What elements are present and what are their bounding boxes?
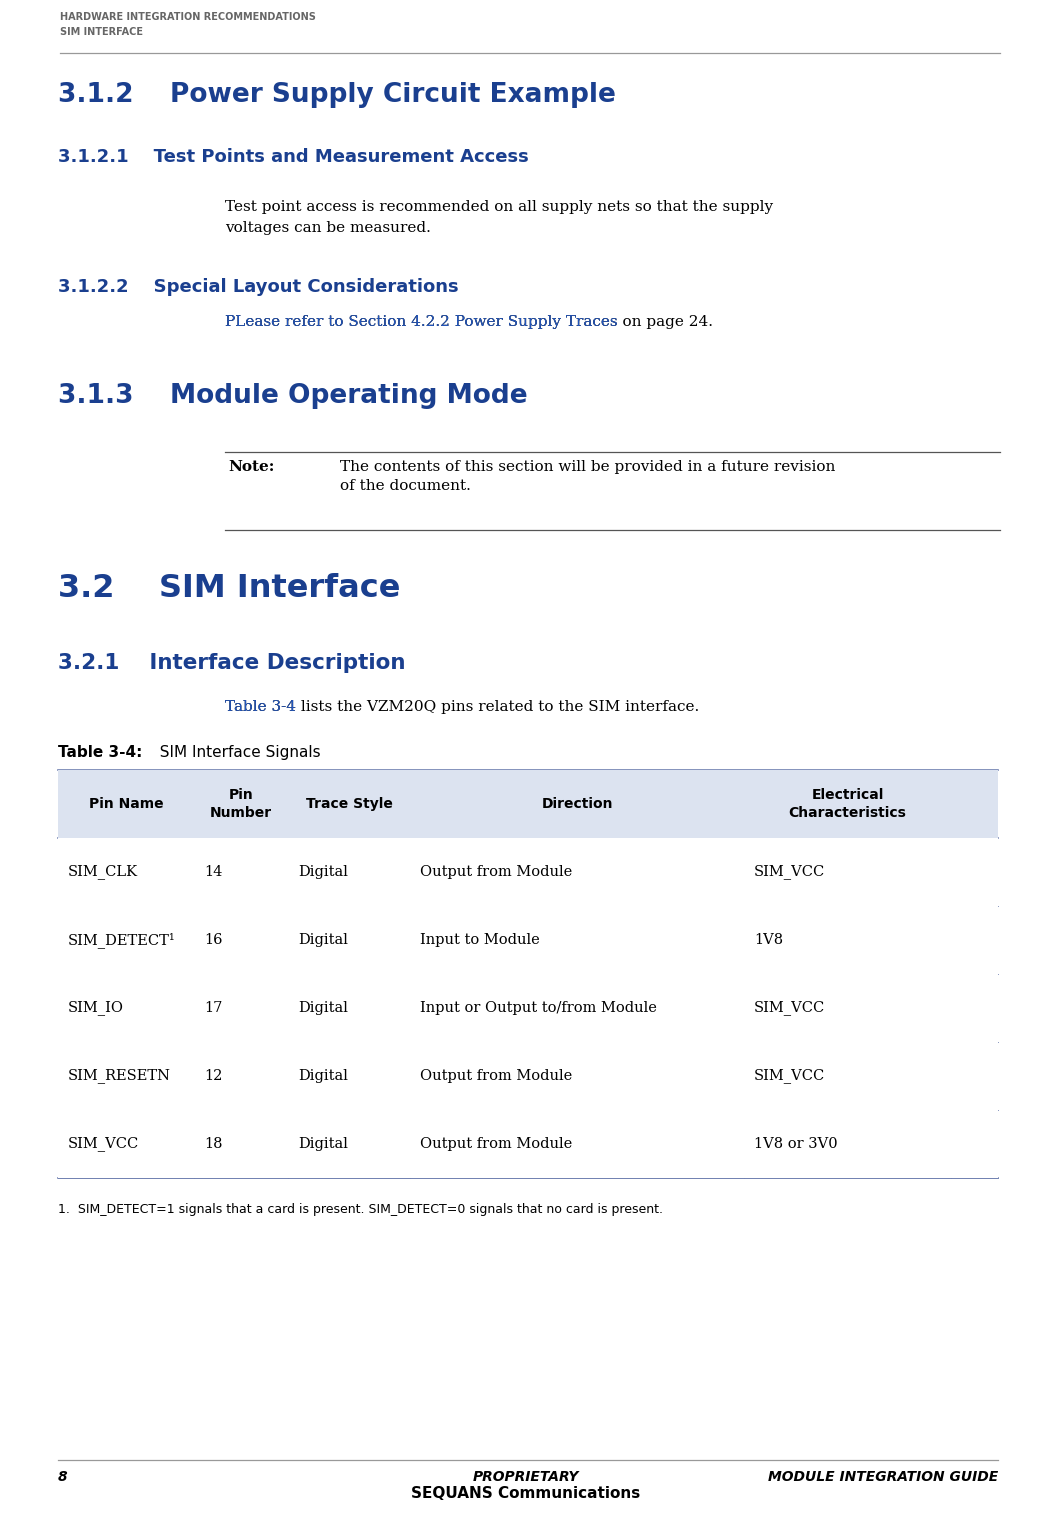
Text: 3.1.2    Power Supply Circuit Example: 3.1.2 Power Supply Circuit Example: [58, 82, 615, 108]
Text: SEQUANS Communications: SEQUANS Communications: [411, 1486, 641, 1501]
Text: PROPRIETARY: PROPRIETARY: [472, 1471, 580, 1484]
Text: 17: 17: [204, 1001, 223, 1015]
Text: Table 3-4 lists the VZM20Q pins related to the SIM interface.: Table 3-4 lists the VZM20Q pins related …: [225, 700, 700, 715]
Text: Electrical
Characteristics: Electrical Characteristics: [789, 788, 907, 820]
Text: SIM_VCC: SIM_VCC: [754, 1068, 826, 1084]
Text: 3.1.3    Module Operating Mode: 3.1.3 Module Operating Mode: [58, 383, 528, 408]
Text: Output from Module: Output from Module: [421, 1137, 572, 1151]
Text: SIM_DETECT¹: SIM_DETECT¹: [68, 933, 176, 948]
Text: SIM_VCC: SIM_VCC: [754, 1001, 826, 1015]
Text: Input or Output to/from Module: Input or Output to/from Module: [421, 1001, 658, 1015]
Text: Direction: Direction: [542, 797, 613, 811]
Text: Table 3-4: Table 3-4: [225, 700, 296, 715]
Text: SIM_IO: SIM_IO: [68, 1001, 124, 1015]
Text: SIM Interface Signals: SIM Interface Signals: [150, 745, 321, 760]
Text: PLease refer to Section 4.2.2 Power Supply Traces: PLease refer to Section 4.2.2 Power Supp…: [225, 315, 618, 329]
Text: 1V8: 1V8: [754, 933, 784, 946]
Text: 1V8 or 3V0: 1V8 or 3V0: [754, 1137, 837, 1151]
Text: 1.  SIM_DETECT=1 signals that a card is present. SIM_DETECT=0 signals that no ca: 1. SIM_DETECT=1 signals that a card is p…: [58, 1202, 663, 1216]
Text: Input to Module: Input to Module: [421, 933, 541, 946]
Text: 3.1.2.1    Test Points and Measurement Access: 3.1.2.1 Test Points and Measurement Acce…: [58, 148, 529, 166]
Text: 3.2.1    Interface Description: 3.2.1 Interface Description: [58, 652, 405, 674]
Text: 16: 16: [204, 933, 223, 946]
Text: Note:: Note:: [228, 460, 275, 474]
Text: Pin Name: Pin Name: [88, 797, 163, 811]
Text: SIM_CLK: SIM_CLK: [68, 864, 138, 879]
Text: 3.2    SIM Interface: 3.2 SIM Interface: [58, 573, 401, 604]
Text: HARDWARE INTEGRATION RECOMMENDATIONS: HARDWARE INTEGRATION RECOMMENDATIONS: [60, 12, 316, 21]
Text: SIM_VCC: SIM_VCC: [754, 864, 826, 879]
Text: The contents of this section will be provided in a future revision
of the docume: The contents of this section will be pro…: [340, 460, 835, 494]
Text: PLease refer to Section 4.2.2 Power Supply Traces on page 24.: PLease refer to Section 4.2.2 Power Supp…: [225, 315, 713, 329]
Text: SIM INTERFACE: SIM INTERFACE: [60, 27, 143, 37]
Text: Pin
Number: Pin Number: [210, 788, 272, 820]
Text: Output from Module: Output from Module: [421, 866, 572, 879]
Text: 18: 18: [204, 1137, 223, 1151]
Text: MODULE INTEGRATION GUIDE: MODULE INTEGRATION GUIDE: [768, 1471, 998, 1484]
Text: SIM_VCC: SIM_VCC: [68, 1137, 139, 1152]
Text: 12: 12: [204, 1068, 223, 1084]
Text: Output from Module: Output from Module: [421, 1068, 572, 1084]
Text: Digital: Digital: [299, 1001, 348, 1015]
Text: SIM_RESETN: SIM_RESETN: [68, 1068, 171, 1084]
Text: 8: 8: [58, 1471, 67, 1484]
Text: Digital: Digital: [299, 1068, 348, 1084]
Text: 14: 14: [204, 866, 223, 879]
Text: Table 3-4:: Table 3-4:: [58, 745, 142, 760]
Text: Digital: Digital: [299, 933, 348, 946]
Text: 3.1.2.2    Special Layout Considerations: 3.1.2.2 Special Layout Considerations: [58, 277, 459, 296]
Text: Digital: Digital: [299, 1137, 348, 1151]
Text: Test point access is recommended on all supply nets so that the supply
voltages : Test point access is recommended on all …: [225, 200, 773, 235]
Text: Digital: Digital: [299, 866, 348, 879]
Text: Trace Style: Trace Style: [306, 797, 392, 811]
